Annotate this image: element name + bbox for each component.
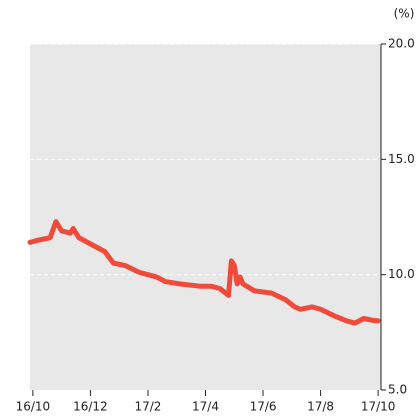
x-tick-label: 17/8 bbox=[307, 400, 334, 414]
plot-area bbox=[30, 44, 381, 390]
y-unit-label: (%) bbox=[394, 7, 415, 21]
x-tick-label: 17/6 bbox=[250, 400, 277, 414]
x-tick-label: 16/10 bbox=[16, 400, 51, 414]
y-tick-label: 20.0 bbox=[388, 37, 415, 51]
x-tick-label: 17/10 bbox=[361, 400, 396, 414]
y-tick-label: 5.0 bbox=[388, 383, 407, 397]
x-tick-label: 17/2 bbox=[134, 400, 161, 414]
x-tick-label: 17/4 bbox=[192, 400, 219, 414]
x-tick-label: 16/12 bbox=[73, 400, 108, 414]
line-series bbox=[27, 219, 381, 326]
y-tick-label: 15.0 bbox=[388, 152, 415, 166]
y-tick-label: 10.0 bbox=[388, 267, 415, 281]
